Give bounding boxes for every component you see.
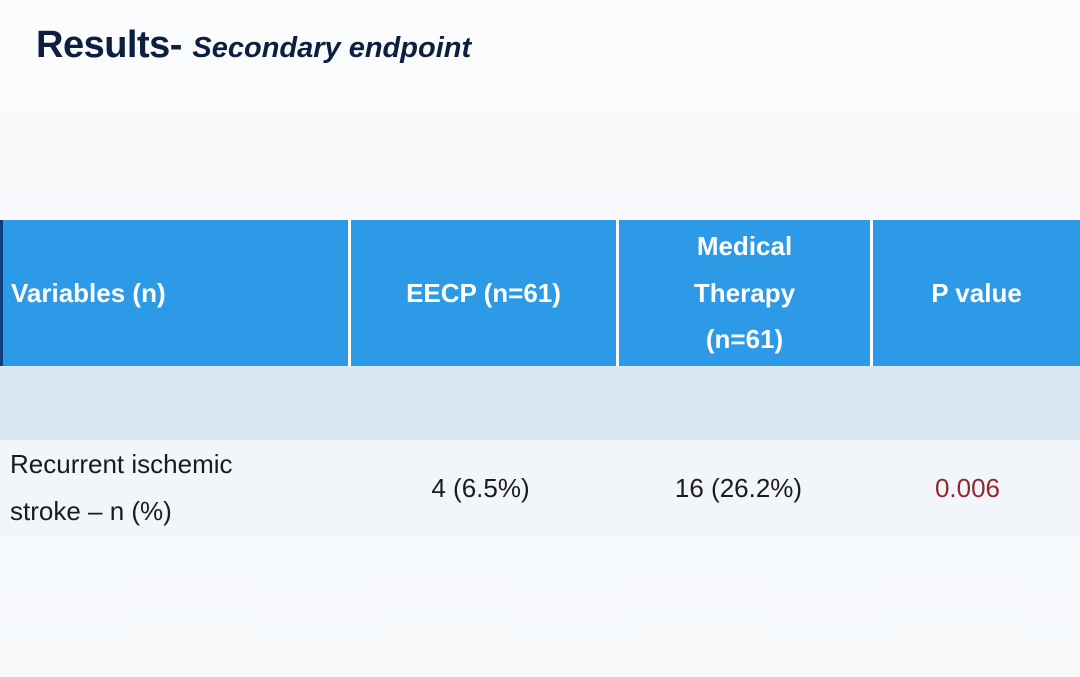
table-row: Recurrent ischemic stroke – n (%) 4 (6.5…: [0, 440, 1080, 536]
cell-variable-line-2: stroke – n (%): [10, 496, 172, 526]
cell-p-value: 0.006: [934, 472, 1001, 503]
header-medical-therapy-line-2: Therapy: [693, 277, 796, 308]
header-medical-therapy-line-3: (n=61): [705, 324, 784, 355]
header-medical-therapy-line-1: Medical: [696, 230, 793, 261]
header-variables-label: Variables (n): [11, 277, 166, 308]
title-subtitle: Secondary endpoint: [192, 32, 472, 64]
header-eecp: EECP (n=61): [351, 220, 616, 366]
header-eecp-label: EECP (n=61): [406, 277, 561, 308]
cell-variable: Recurrent ischemic stroke – n (%): [0, 440, 348, 536]
cell-eecp: 4 (6.5%): [431, 472, 530, 503]
slide-title: Results- Secondary endpoint: [36, 24, 471, 67]
table-header-row: Variables (n) EECP (n=61) Medical Therap…: [0, 220, 1080, 366]
title-main: Results-: [36, 24, 182, 66]
results-table: Variables (n) EECP (n=61) Medical Therap…: [0, 220, 1080, 536]
header-variables: Variables (n): [0, 220, 348, 366]
table-spacer-row: [0, 366, 1080, 440]
header-p-value: P value: [873, 220, 1080, 366]
header-p-value-label: P value: [931, 277, 1022, 308]
header-medical-therapy: Medical Therapy (n=61): [619, 220, 870, 366]
cell-medical-therapy: 16 (26.2%): [674, 472, 803, 503]
cell-variable-line-1: Recurrent ischemic: [10, 449, 233, 480]
